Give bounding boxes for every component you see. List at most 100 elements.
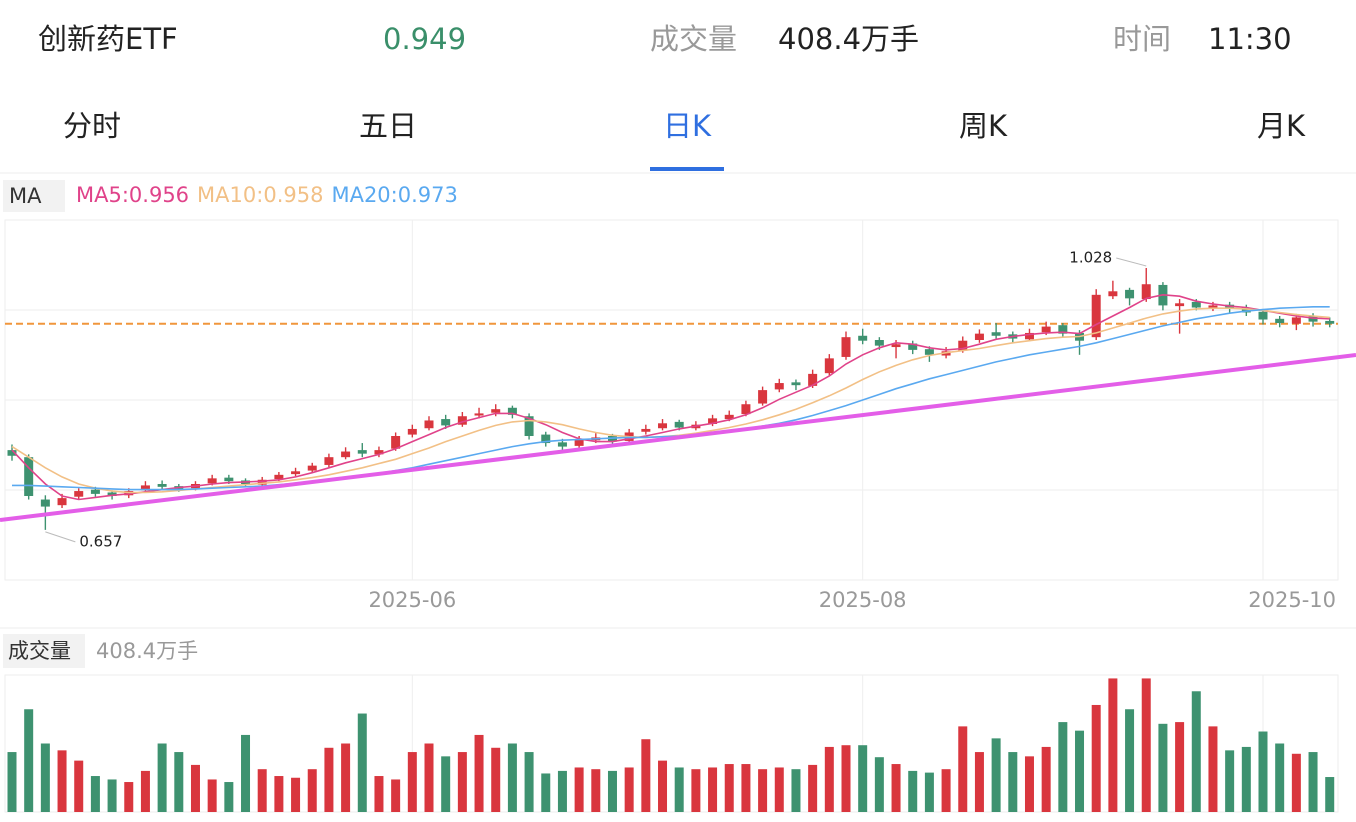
candle-body: [157, 484, 167, 487]
candle-body: [924, 349, 934, 355]
time: 11:30: [1208, 22, 1292, 56]
volume-bar: [1075, 730, 1085, 812]
volume-bar: [574, 767, 584, 812]
candle-body: [808, 373, 818, 386]
candle-body: [374, 450, 384, 455]
tab[interactable]: 日K: [663, 109, 712, 143]
candle-body: [974, 333, 984, 340]
volume-bar: [174, 752, 184, 812]
tab[interactable]: 周K: [959, 109, 1008, 143]
volume-bar: [1275, 743, 1285, 812]
volume-bar: [157, 743, 167, 812]
candle-body: [708, 418, 718, 424]
candle-body: [1275, 318, 1285, 324]
ma-line: [11, 293, 1330, 501]
volume-bar: [457, 752, 467, 812]
tab[interactable]: 五日: [359, 109, 417, 143]
annotation-leader: [45, 531, 76, 543]
candle-body: [1208, 305, 1218, 309]
candle-body: [574, 439, 584, 446]
volume-bar: [958, 726, 968, 812]
volume-bar: [7, 752, 17, 812]
fund-name: 创新药ETF: [38, 22, 178, 56]
tab[interactable]: 月K: [1257, 109, 1306, 143]
volume-bar: [274, 776, 284, 812]
candle-body: [557, 442, 567, 447]
volume-bar: [741, 764, 751, 812]
volume-bar: [1325, 777, 1335, 812]
candle-body: [357, 450, 367, 454]
candle-body: [57, 498, 67, 506]
volume-bar: [941, 769, 951, 812]
candle-body: [341, 451, 351, 458]
volume-bar: [1191, 691, 1201, 812]
volume-bar: [24, 709, 34, 812]
volume-bar: [541, 773, 551, 812]
candle-body: [491, 409, 501, 413]
candle-body: [40, 499, 50, 507]
trend-line: [0, 353, 1356, 522]
candle-body: [140, 485, 150, 491]
volume-bar: [824, 746, 834, 812]
volume-bar: [324, 747, 334, 812]
candle-body: [791, 382, 801, 386]
volume-bar: [407, 752, 417, 812]
volume-bar: [1225, 750, 1235, 812]
volume-bar: [524, 752, 534, 812]
annotation: 0.657: [79, 532, 122, 550]
volume-bar: [1041, 746, 1051, 812]
candle-body: [291, 471, 301, 475]
candle-body: [324, 457, 334, 465]
volume-bar: [774, 767, 784, 812]
volume-bar: [974, 752, 984, 812]
volume-bar: [1158, 723, 1168, 812]
candle-body: [224, 477, 234, 482]
volume-bar: [140, 770, 150, 812]
volume-bar: [241, 734, 251, 812]
volume-bar: [641, 739, 651, 812]
volume: 408.4万手: [778, 22, 919, 56]
candle-body: [1241, 307, 1251, 313]
volume-subtitle: 408.4万手: [96, 639, 198, 663]
candle-body: [7, 450, 17, 456]
candle-body: [507, 407, 517, 415]
volume-bar: [991, 738, 1001, 812]
candle-body: [1041, 326, 1051, 333]
candle-body: [74, 491, 84, 497]
volume-bar: [724, 764, 734, 812]
candle-body: [424, 420, 434, 429]
volume-bar: [1125, 709, 1135, 812]
tab-underline: [650, 167, 724, 171]
volume-bar: [691, 769, 701, 812]
volume-bar: [224, 782, 234, 812]
time-label: 时间: [1113, 22, 1171, 56]
candle-body: [741, 404, 751, 415]
legend-entry: MA10:0.958: [197, 183, 323, 207]
volume-bar: [341, 743, 351, 812]
candle-body: [908, 343, 918, 350]
volume-bar: [874, 757, 884, 812]
candle-body: [758, 390, 768, 404]
candle-body: [1258, 311, 1268, 320]
volume-bar: [1291, 753, 1301, 812]
candle-body: [874, 340, 884, 346]
candle-body: [207, 478, 217, 484]
candle-body: [891, 344, 901, 348]
candle-body: [1141, 284, 1151, 300]
volume-label: 成交量: [650, 22, 737, 56]
volume-bar: [1308, 752, 1318, 812]
tab[interactable]: 分时: [63, 109, 121, 143]
volume-bar: [357, 713, 367, 812]
volume-bar: [1175, 722, 1185, 812]
volume-bar: [891, 764, 901, 812]
volume-bar: [57, 750, 67, 812]
candle-body: [1191, 301, 1201, 308]
volume-bar: [607, 770, 617, 812]
x-tick-label: 2025-10: [1248, 588, 1336, 612]
volume-bar: [924, 772, 934, 812]
volume-bar: [1208, 726, 1218, 812]
candle-body: [1058, 325, 1068, 334]
volume-bar: [758, 769, 768, 812]
volume-bar: [291, 777, 301, 812]
